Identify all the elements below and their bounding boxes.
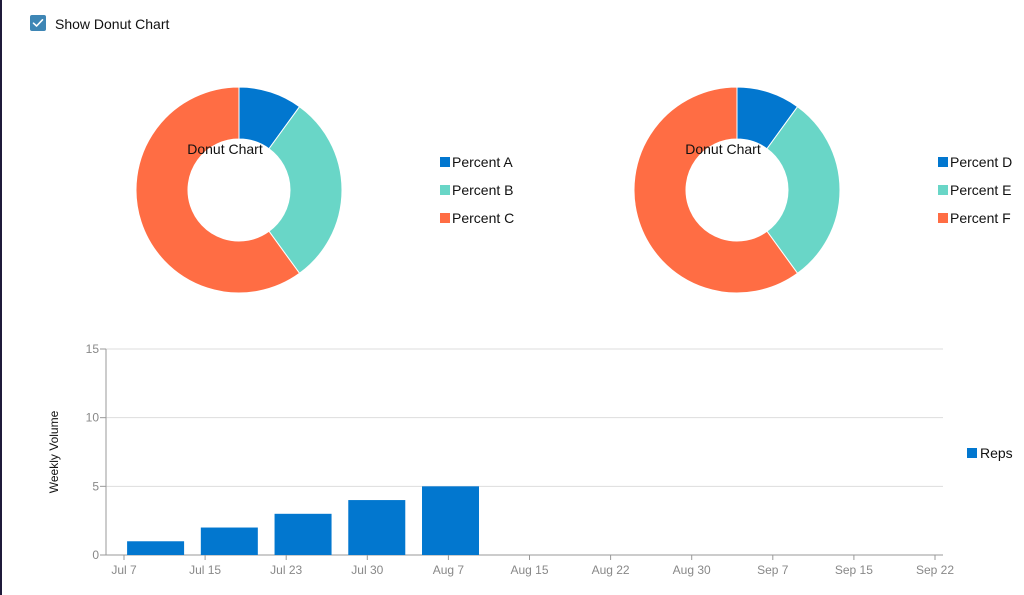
legend-swatch (440, 213, 450, 223)
window-edge (0, 0, 2, 595)
legend-label[interactable]: Percent E (950, 182, 1011, 198)
donut-slice[interactable] (633, 86, 799, 294)
donut-slice[interactable] (135, 86, 301, 294)
legend-label[interactable]: Percent B (452, 182, 513, 198)
legend-label[interactable]: Percent D (950, 154, 1012, 170)
show-donut-toggle[interactable]: Show Donut Chart (30, 15, 170, 32)
legend-label[interactable]: Percent C (452, 210, 514, 226)
bar[interactable] (127, 541, 185, 555)
x-tick-label: Sep 22 (916, 563, 954, 577)
donut-chart-1: Percent A Percent B Percent C Donut Chart (135, 86, 514, 294)
x-tick-label: Jul 7 (111, 563, 137, 577)
legend-label[interactable]: Percent A (452, 154, 513, 170)
legend-swatch (938, 185, 948, 195)
x-tick-label: Sep 15 (835, 563, 873, 577)
x-tick-label: Sep 7 (757, 563, 789, 577)
x-tick-label: Jul 15 (189, 563, 221, 577)
x-tick-label: Aug 7 (433, 563, 465, 577)
x-tick-label: Aug 30 (673, 563, 711, 577)
legend-swatch (967, 448, 977, 458)
bar[interactable] (422, 486, 480, 555)
donut-slice[interactable] (766, 105, 841, 275)
donut-checkbox[interactable] (30, 15, 46, 31)
legend-swatch (938, 213, 948, 223)
y-tick-label: 0 (92, 548, 99, 562)
x-tick-label: Aug 15 (510, 563, 548, 577)
legend-label[interactable]: Reps (980, 445, 1013, 461)
bar[interactable] (200, 527, 258, 555)
x-tick-label: Jul 30 (351, 563, 383, 577)
x-tick-label: Aug 22 (592, 563, 630, 577)
donut-slice[interactable] (268, 105, 343, 275)
y-tick-label: 5 (92, 479, 99, 493)
show-donut-label: Show Donut Chart (55, 16, 170, 32)
bar[interactable] (274, 513, 332, 555)
legend-label[interactable]: Percent F (950, 210, 1011, 226)
donut-title: Donut Chart (685, 141, 761, 157)
weekly-volume-bar-chart: 0 5 10 15 Jul 7 Jul 15 Jul 23 Jul 30 Aug 7 Aug 15… (47, 342, 1013, 577)
legend-swatch (440, 157, 450, 167)
y-tick-label: 10 (86, 411, 100, 425)
legend-swatch (938, 157, 948, 167)
bar[interactable] (348, 500, 406, 555)
donut-chart-2: Percent D Percent E Percent F Donut Chart (633, 86, 1012, 294)
legend-swatch (440, 185, 450, 195)
x-tick-label: Jul 23 (270, 563, 302, 577)
y-axis-label: Weekly Volume (47, 410, 61, 493)
checkmark-icon (32, 18, 44, 27)
y-tick-label: 15 (86, 342, 100, 356)
donut-title: Donut Chart (187, 141, 263, 157)
